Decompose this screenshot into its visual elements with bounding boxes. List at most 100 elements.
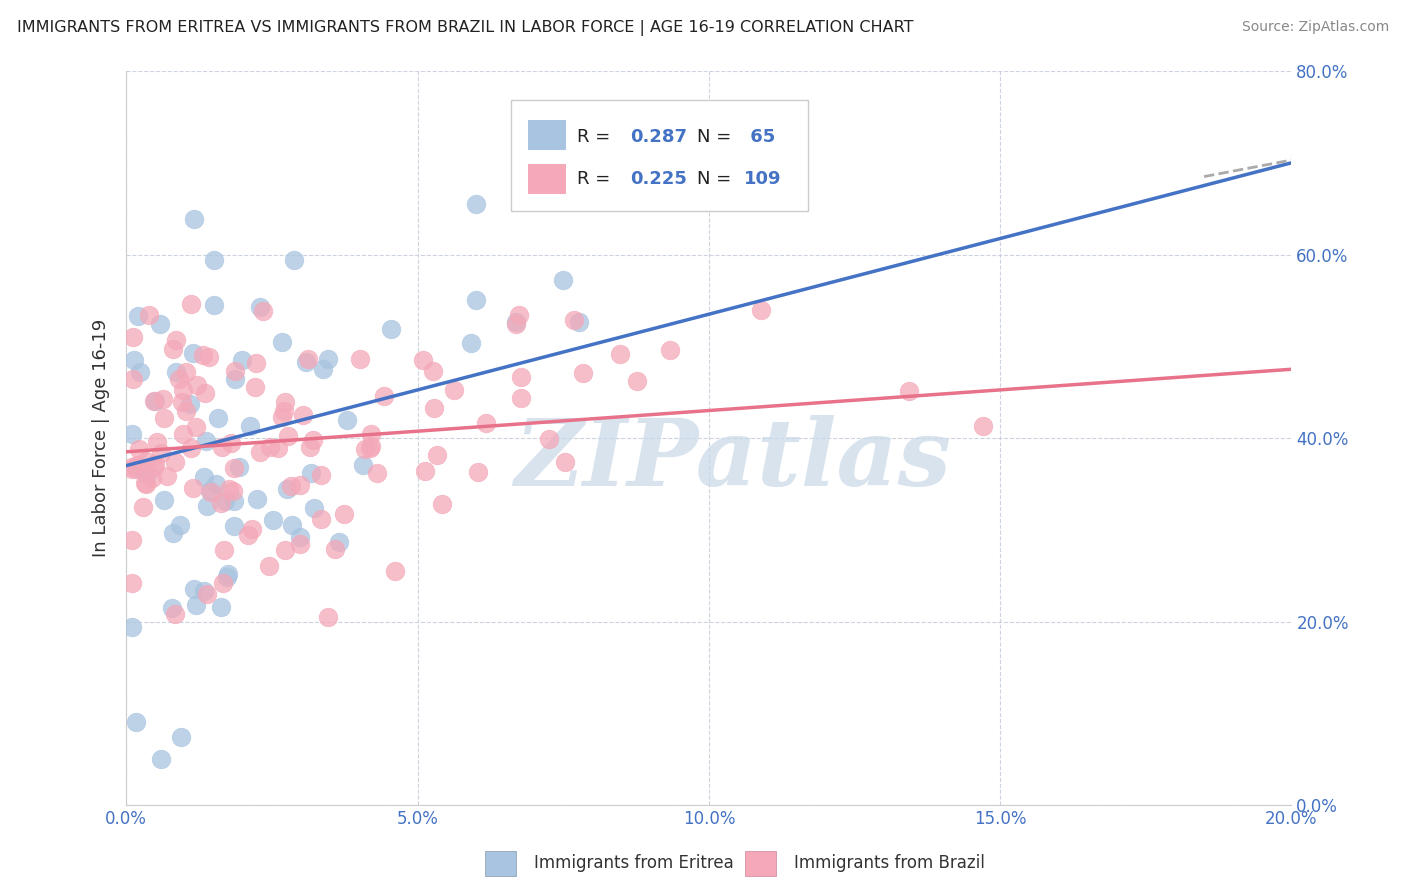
Point <box>138 308 160 322</box>
Point <box>288 537 311 551</box>
Point <box>222 460 245 475</box>
Point <box>568 315 591 329</box>
Point <box>359 441 381 455</box>
Point <box>153 493 176 508</box>
Text: Immigrants from Brazil: Immigrants from Brazil <box>794 855 986 872</box>
Point <box>198 350 221 364</box>
Point <box>150 752 173 766</box>
Point <box>277 428 299 442</box>
Point <box>360 439 382 453</box>
Point <box>180 442 202 456</box>
Point <box>172 384 194 398</box>
Text: N =: N = <box>697 128 737 145</box>
Point <box>554 455 576 469</box>
Point <box>125 458 148 472</box>
Point <box>127 462 149 476</box>
Point <box>464 196 486 211</box>
Point <box>280 479 302 493</box>
Point <box>239 419 262 434</box>
Point <box>671 115 693 129</box>
Point <box>302 501 325 516</box>
Point <box>179 397 201 411</box>
Point <box>323 542 346 557</box>
Point <box>384 564 406 578</box>
Point <box>121 462 143 476</box>
Text: Source: ZipAtlas.com: Source: ZipAtlas.com <box>1241 20 1389 34</box>
Point <box>257 558 280 573</box>
Point <box>209 496 232 510</box>
Point <box>366 467 388 481</box>
Point <box>181 346 204 360</box>
Point <box>228 459 250 474</box>
Point <box>292 408 315 422</box>
Point <box>141 471 163 485</box>
Point <box>430 497 453 511</box>
Point <box>509 391 531 405</box>
Point <box>169 517 191 532</box>
Point <box>274 394 297 409</box>
Point <box>191 348 214 362</box>
Point <box>162 526 184 541</box>
Point <box>972 418 994 433</box>
Point <box>465 293 488 307</box>
Point <box>259 440 281 454</box>
Point <box>626 375 648 389</box>
Point <box>236 527 259 541</box>
Point <box>129 365 152 379</box>
Point <box>467 465 489 479</box>
Point <box>121 459 143 474</box>
Point <box>186 378 208 392</box>
Point <box>249 300 271 314</box>
Point <box>231 353 253 368</box>
Point <box>125 714 148 729</box>
Point <box>149 317 172 331</box>
Point <box>193 386 215 401</box>
Point <box>200 483 222 498</box>
Point <box>349 352 371 367</box>
Point <box>211 441 233 455</box>
Point <box>172 426 194 441</box>
Point <box>127 461 149 475</box>
Point <box>298 440 321 454</box>
Point <box>143 457 166 471</box>
Y-axis label: In Labor Force | Age 16-19: In Labor Force | Age 16-19 <box>93 319 110 558</box>
Point <box>212 575 235 590</box>
Point <box>360 426 382 441</box>
Point <box>412 353 434 368</box>
Point <box>281 517 304 532</box>
Point <box>167 372 190 386</box>
Point <box>174 365 197 379</box>
Point <box>134 476 156 491</box>
Point <box>143 393 166 408</box>
Point <box>749 302 772 317</box>
Point <box>423 401 446 415</box>
Point <box>202 298 225 312</box>
Point <box>224 372 246 386</box>
Point <box>318 351 340 366</box>
Point <box>551 273 574 287</box>
Point <box>181 481 204 495</box>
Point <box>262 513 284 527</box>
Point <box>245 356 267 370</box>
Point <box>537 432 560 446</box>
Point <box>222 484 245 499</box>
FancyBboxPatch shape <box>510 101 808 211</box>
Point <box>146 435 169 450</box>
Point <box>422 364 444 378</box>
Point <box>249 445 271 459</box>
Text: 0.287: 0.287 <box>630 128 686 145</box>
Text: 0.225: 0.225 <box>630 170 686 188</box>
Point <box>271 410 294 425</box>
Point <box>163 607 186 621</box>
Point <box>299 466 322 480</box>
Point <box>180 297 202 311</box>
Point <box>195 500 218 514</box>
Point <box>380 322 402 336</box>
Point <box>183 212 205 227</box>
Point <box>165 333 187 347</box>
Point <box>122 330 145 344</box>
Point <box>373 389 395 403</box>
Point <box>224 364 246 378</box>
Point <box>200 484 222 499</box>
Point <box>128 442 150 457</box>
